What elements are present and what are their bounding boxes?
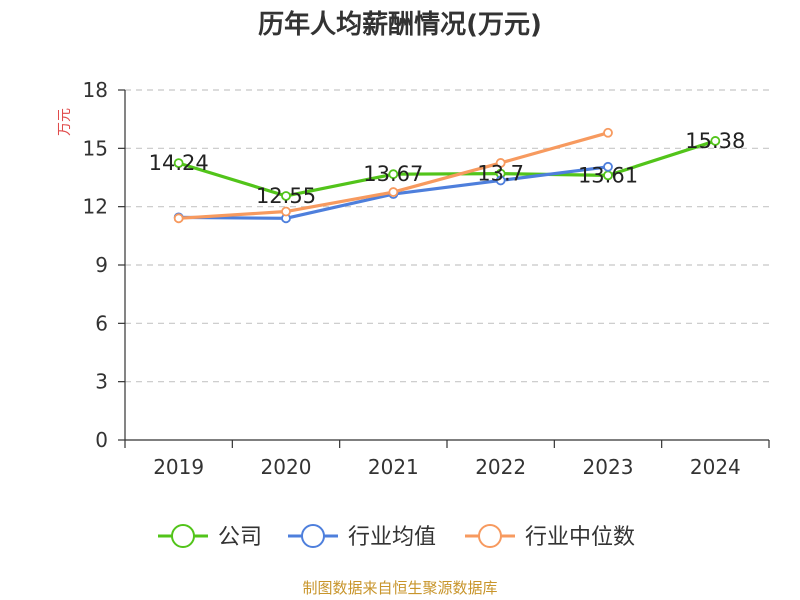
data-point[interactable]	[710, 136, 721, 146]
data-point[interactable]	[603, 127, 613, 138]
source-note: 制图数据来自恒生聚源数据库	[302, 579, 497, 597]
y-tick-label: 3	[95, 370, 108, 394]
y-tick-label: 15	[83, 136, 108, 160]
data-point[interactable]	[281, 206, 291, 217]
data-labels: 14.24 12.55 13.67 13.7 13.61 15.38	[149, 129, 746, 208]
y-tick-label: 18	[83, 78, 108, 102]
x-axis-ticks: 2019 2020 2021 2022 2023 2024	[124, 440, 770, 479]
x-tick-label: 2020	[261, 455, 312, 479]
legend-marker-icon	[478, 524, 502, 548]
x-tick-label: 2022	[475, 455, 526, 479]
data-point[interactable]	[388, 187, 399, 197]
data-label: 13.61	[578, 163, 638, 187]
chart-title: 历年人均薪酬情况(万元)	[258, 9, 542, 40]
x-tick-label: 2021	[368, 455, 419, 479]
data-label: 14.24	[149, 151, 209, 175]
legend-item-0[interactable]: 公司	[158, 524, 262, 550]
series-group	[173, 127, 721, 224]
legend-item-1[interactable]: 行业均值	[288, 524, 436, 550]
x-tick-label: 2024	[690, 455, 741, 479]
grid-lines	[125, 89, 769, 383]
legend[interactable]: 公司 行业均值 行业中位数	[158, 524, 635, 550]
y-tick-label: 9	[95, 253, 108, 277]
legend-item-2[interactable]: 行业中位数	[465, 524, 635, 550]
data-point[interactable]	[388, 169, 399, 180]
y-tick-label: 6	[95, 311, 108, 335]
x-tick-label: 2023	[583, 455, 634, 479]
y-tick-label: 0	[95, 428, 108, 452]
data-point[interactable]	[281, 191, 291, 201]
data-label: 13.67	[363, 162, 423, 186]
legend-marker-icon	[171, 524, 195, 548]
data-point[interactable]	[173, 213, 184, 224]
data-point[interactable]	[603, 161, 613, 172]
data-label: 15.38	[685, 129, 745, 153]
series-0	[173, 136, 721, 201]
y-axis-ticks: 0 3 6 9 12 15 18	[83, 78, 125, 452]
data-label: 12.55	[256, 184, 316, 208]
series-line	[178, 139, 716, 198]
y-tick-label: 12	[83, 195, 108, 219]
data-point[interactable]	[173, 158, 184, 169]
y-axis-label: 万元	[57, 108, 73, 136]
data-point[interactable]	[495, 158, 506, 168]
legend-label: 行业中位数	[525, 525, 635, 550]
x-tick-label: 2019	[153, 455, 204, 479]
legend-label: 公司	[218, 525, 262, 550]
legend-label: 行业均值	[348, 525, 436, 550]
data-point[interactable]	[495, 175, 506, 186]
legend-marker-icon	[301, 524, 325, 548]
data-label: 13.7	[477, 162, 524, 186]
series-2	[173, 127, 613, 224]
